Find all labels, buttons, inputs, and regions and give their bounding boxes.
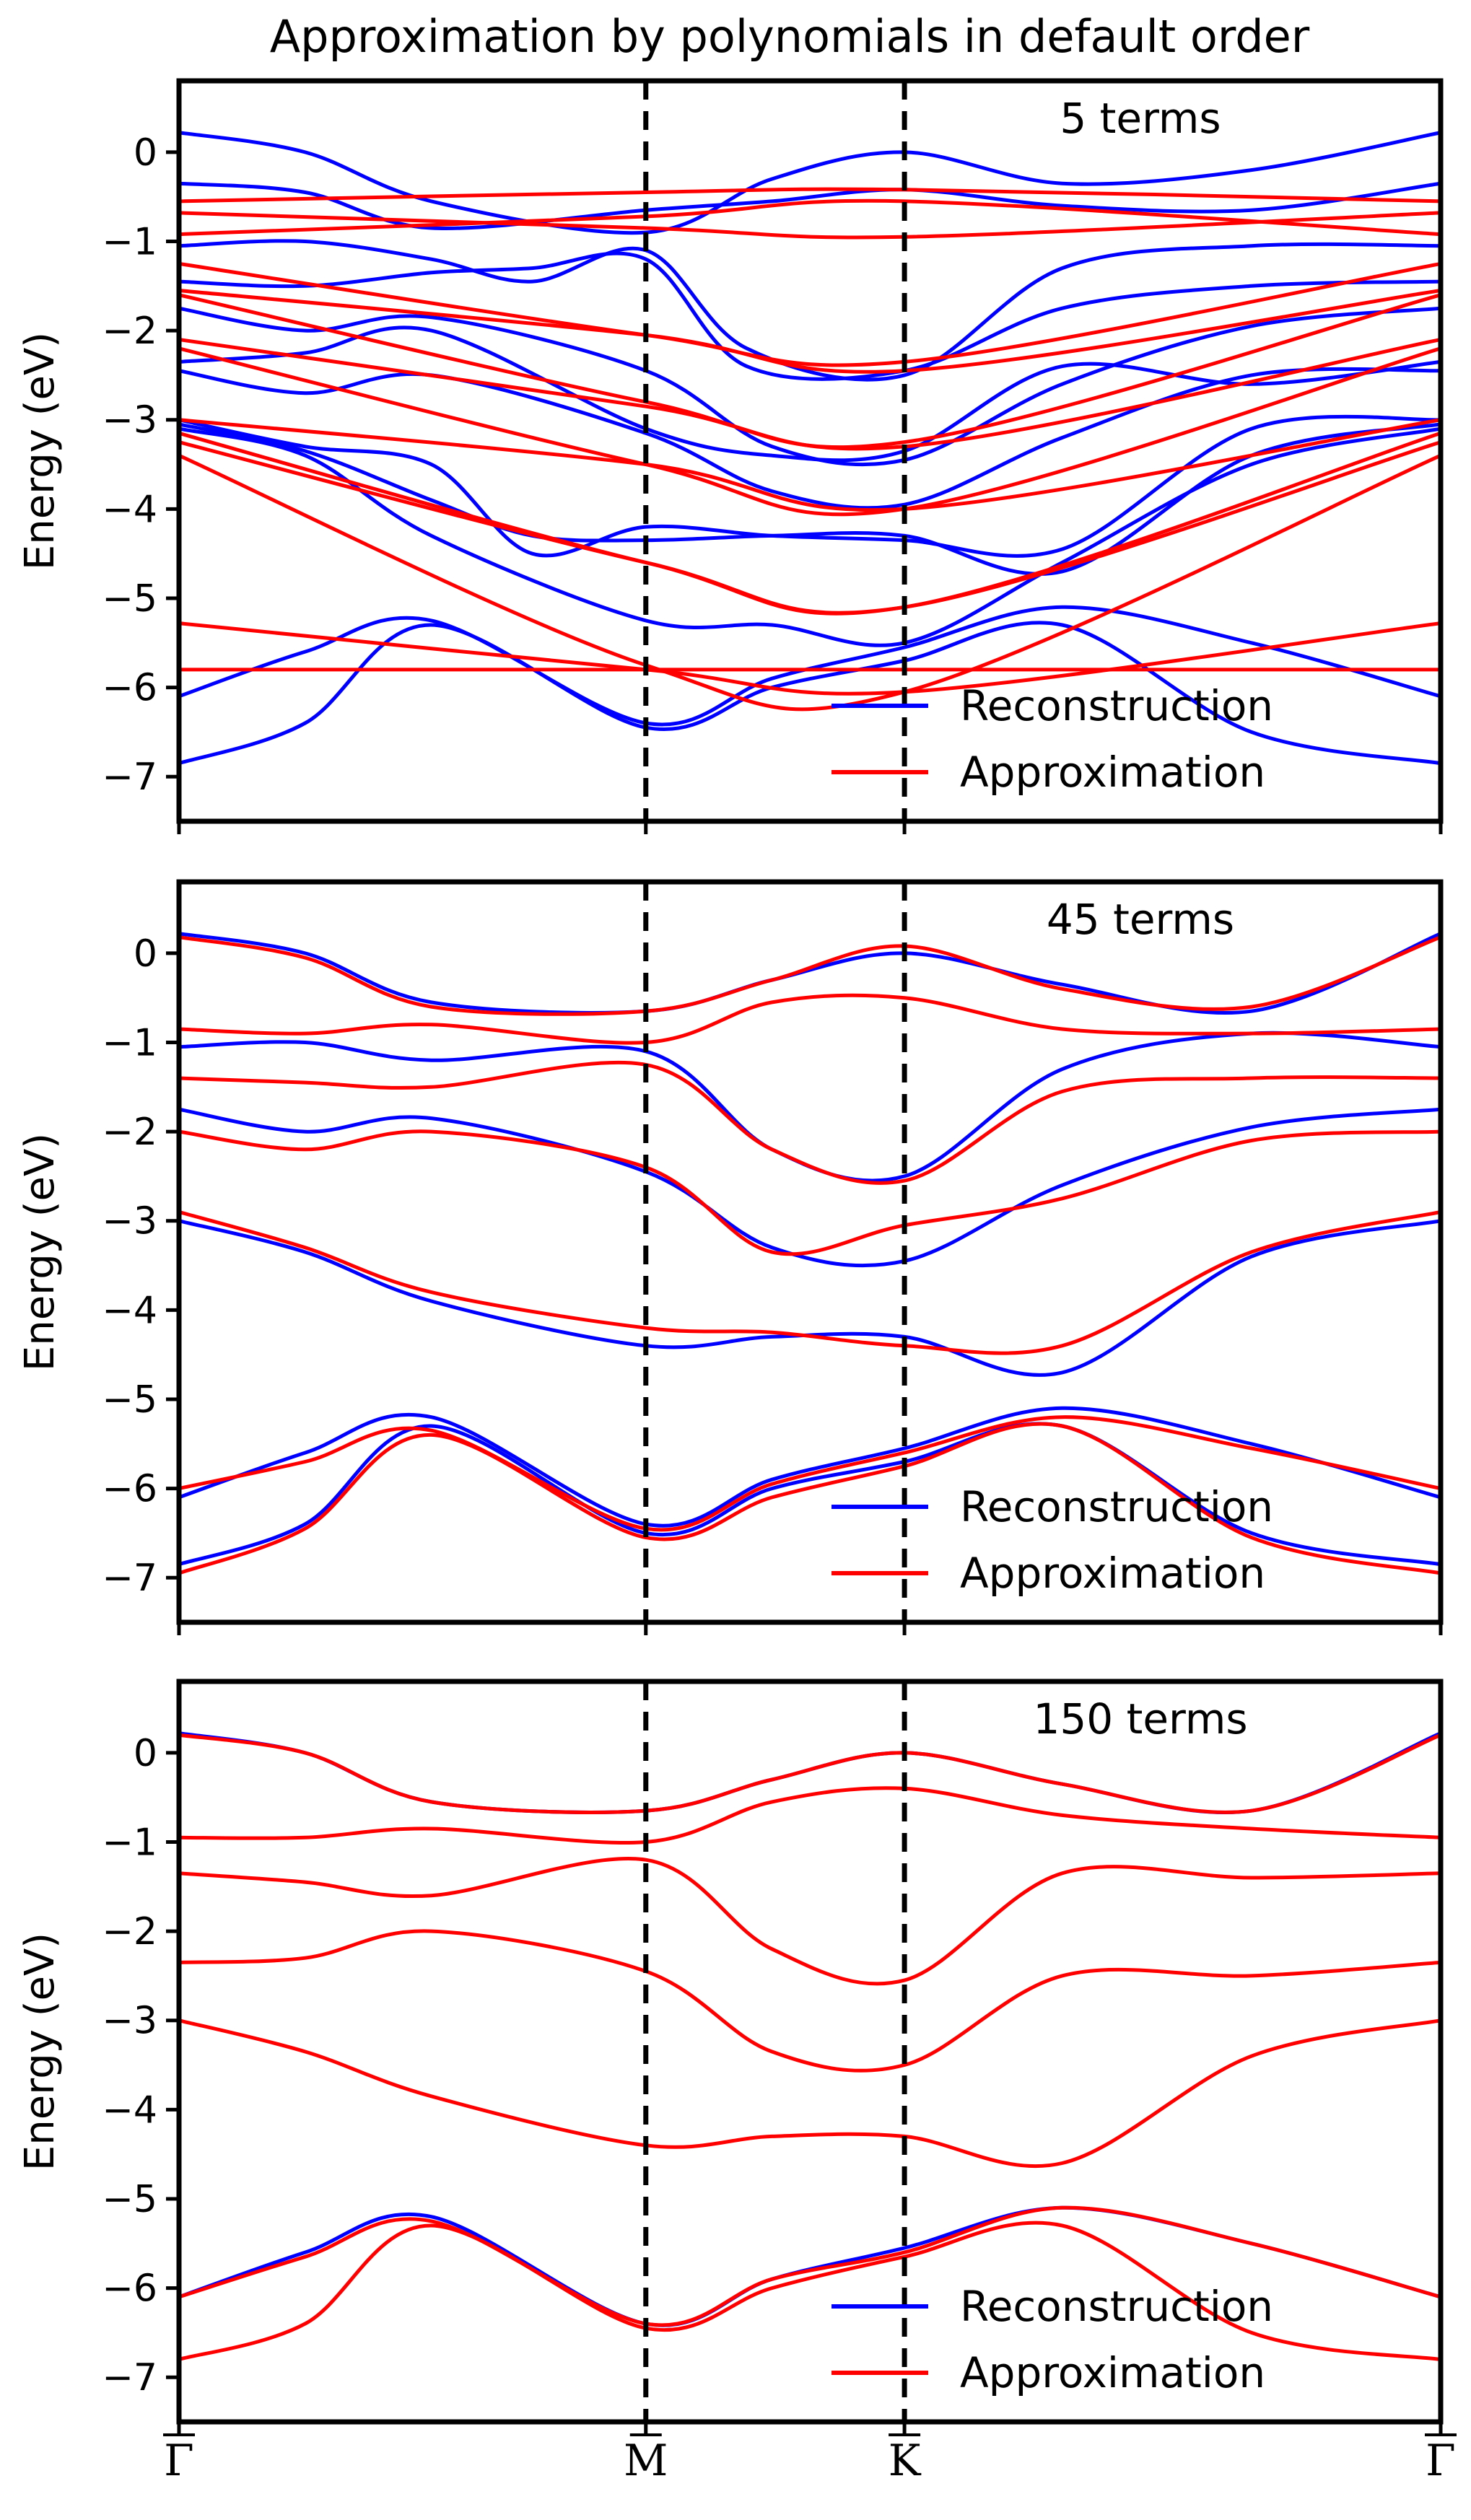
panel-2: 0 −1 −2 −3 −4 −5 −6 −7 Energy (eV) 45 terms Recons… [17, 879, 1444, 1635]
reconstruction-band-line-3 [179, 1107, 1441, 1268]
y-tick-label: −4 [102, 1289, 157, 1332]
approximation-band-line-9 [179, 2221, 1441, 2361]
term-count-annotation: 5 terms [1060, 94, 1221, 143]
approximation-band-line-11 [179, 1209, 1441, 1355]
panel-1: 0 −1 −2 −3 −4 −5 −6 −7 Energy (eV) 5 terms Reconst… [17, 78, 1444, 834]
term-count-annotation: 150 terms [1033, 1694, 1247, 1744]
legend-label-approximation: Approximation [960, 748, 1265, 797]
plot-frame [176, 78, 1444, 824]
y-tick-label: −4 [102, 2088, 157, 2132]
reconstruction-band-line-7 [179, 367, 1441, 510]
legend-label-approximation: Approximation [960, 1549, 1265, 1598]
x-tick-label: Γ [1426, 2436, 1456, 2486]
y-tick-label: −3 [102, 2000, 157, 2043]
legend: Reconstruction Approximation [831, 2282, 1273, 2397]
x-tick-label: M [624, 2436, 668, 2486]
reconstruction-band-line-3 [179, 239, 1441, 382]
approximation-band-line-24 [179, 453, 1441, 712]
approximation-band-line-6 [179, 1929, 1441, 2073]
approximation-band-line-20 [179, 346, 1441, 517]
approximation-band-line-9 [179, 1060, 1441, 1185]
y-tick-label: −1 [102, 221, 157, 264]
series-group [179, 1731, 1441, 2361]
panel-3: 0 −1 −2 −3 −4 −5 −6 −7 Energy (eV) Γ M K Γ 150 terms R… [17, 1679, 1457, 2486]
approximation-band-line-8 [179, 2205, 1441, 2327]
reconstruction-band-line-5 [179, 1406, 1441, 1528]
reconstruction-band-line-6 [179, 1422, 1441, 1567]
reconstruction-band-line-4 [179, 1219, 1441, 1377]
legend: Reconstruction Approximation [831, 681, 1273, 797]
y-tick-label: −5 [102, 577, 157, 621]
approximation-band-line-15 [179, 198, 1441, 237]
reconstruction-band-line-1 [179, 131, 1441, 235]
series-group [179, 932, 1441, 1575]
reconstruction-band-line-6 [179, 325, 1441, 463]
y-axis-label: Energy (eV) [17, 332, 64, 570]
y-tick-label: −2 [102, 310, 157, 353]
y-tick-label: −1 [102, 1821, 157, 1865]
reconstruction-band-line-1 [179, 1731, 1441, 1815]
reconstruction-band-line-5 [179, 306, 1441, 467]
approximation-band-line-13 [179, 187, 1441, 204]
legend-label-reconstruction: Reconstruction [960, 2282, 1273, 2331]
y-tick-label: −6 [102, 667, 157, 710]
approximation-band-line-3 [179, 1733, 1441, 1814]
reconstruction-band-line-4 [179, 251, 1441, 381]
y-tick-label: −6 [102, 2267, 157, 2311]
y-tick-label: 0 [134, 131, 157, 175]
reconstruction-band-line-2 [179, 181, 1441, 230]
approximation-band-line-12 [179, 1415, 1441, 1532]
approximation-band-line-25 [179, 621, 1441, 696]
reconstruction-band-line-2 [179, 1031, 1441, 1183]
legend-label-reconstruction: Reconstruction [960, 1482, 1273, 1531]
y-tick-label: 0 [134, 1732, 157, 1775]
approximation-band-line-19 [179, 338, 1441, 451]
legend-label-reconstruction: Reconstruction [960, 681, 1273, 730]
y-tick-label: −3 [102, 399, 157, 442]
series-group [179, 131, 1441, 766]
legend: Reconstruction Approximation [831, 1482, 1273, 1598]
y-tick-label: −6 [102, 1468, 157, 1511]
plot-frame [176, 879, 1444, 1625]
x-tick-label: K [889, 2436, 922, 2486]
approximation-band-line-7 [179, 2018, 1441, 2169]
approximation-band-line-23 [179, 440, 1441, 615]
reconstruction-band-line-11 [179, 605, 1441, 727]
y-tick-label: −7 [102, 756, 157, 799]
panels: 0 −1 −2 −3 −4 −5 −6 −7 Energy (eV) 5 terms Reconst… [17, 78, 1457, 2486]
x-tick-label: Γ [164, 2436, 194, 2486]
y-tick-label: −3 [102, 1200, 157, 1243]
legend-label-approximation: Approximation [960, 2348, 1265, 2397]
y-tick-label: −7 [102, 2356, 157, 2399]
plot-frame [176, 1679, 1444, 2425]
reconstruction-band-line-8 [179, 414, 1441, 558]
approximation-band-line-4 [179, 1786, 1441, 1845]
y-axis-label: Energy (eV) [17, 1933, 64, 2171]
y-tick-label: 0 [134, 932, 157, 976]
figure-title: Approximation by polynomials in default … [270, 10, 1310, 63]
y-tick-label: −4 [102, 488, 157, 531]
approximation-band-line-17 [179, 289, 1441, 374]
approximation-band-line-14 [179, 211, 1441, 240]
y-axis-label: Energy (eV) [17, 1133, 64, 1371]
approximation-band-line-16 [179, 261, 1441, 367]
approximation-band-line-7 [179, 935, 1441, 1016]
approximation-band-line-5 [179, 1856, 1441, 1986]
approximation-band-line-10 [179, 1129, 1441, 1256]
y-tick-label: −2 [102, 1111, 157, 1154]
y-tick-label: −5 [102, 1378, 157, 1422]
y-tick-label: −1 [102, 1022, 157, 1065]
y-tick-label: −5 [102, 2178, 157, 2221]
approximation-band-line-13 [179, 1422, 1441, 1575]
approximation-band-line-21 [179, 418, 1441, 512]
term-count-annotation: 45 terms [1047, 895, 1234, 944]
reconstruction-band-line-1 [179, 932, 1441, 1015]
y-tick-label: −2 [102, 1910, 157, 1954]
approximation-band-line-8 [179, 993, 1441, 1045]
y-tick-label: −7 [102, 1557, 157, 1600]
